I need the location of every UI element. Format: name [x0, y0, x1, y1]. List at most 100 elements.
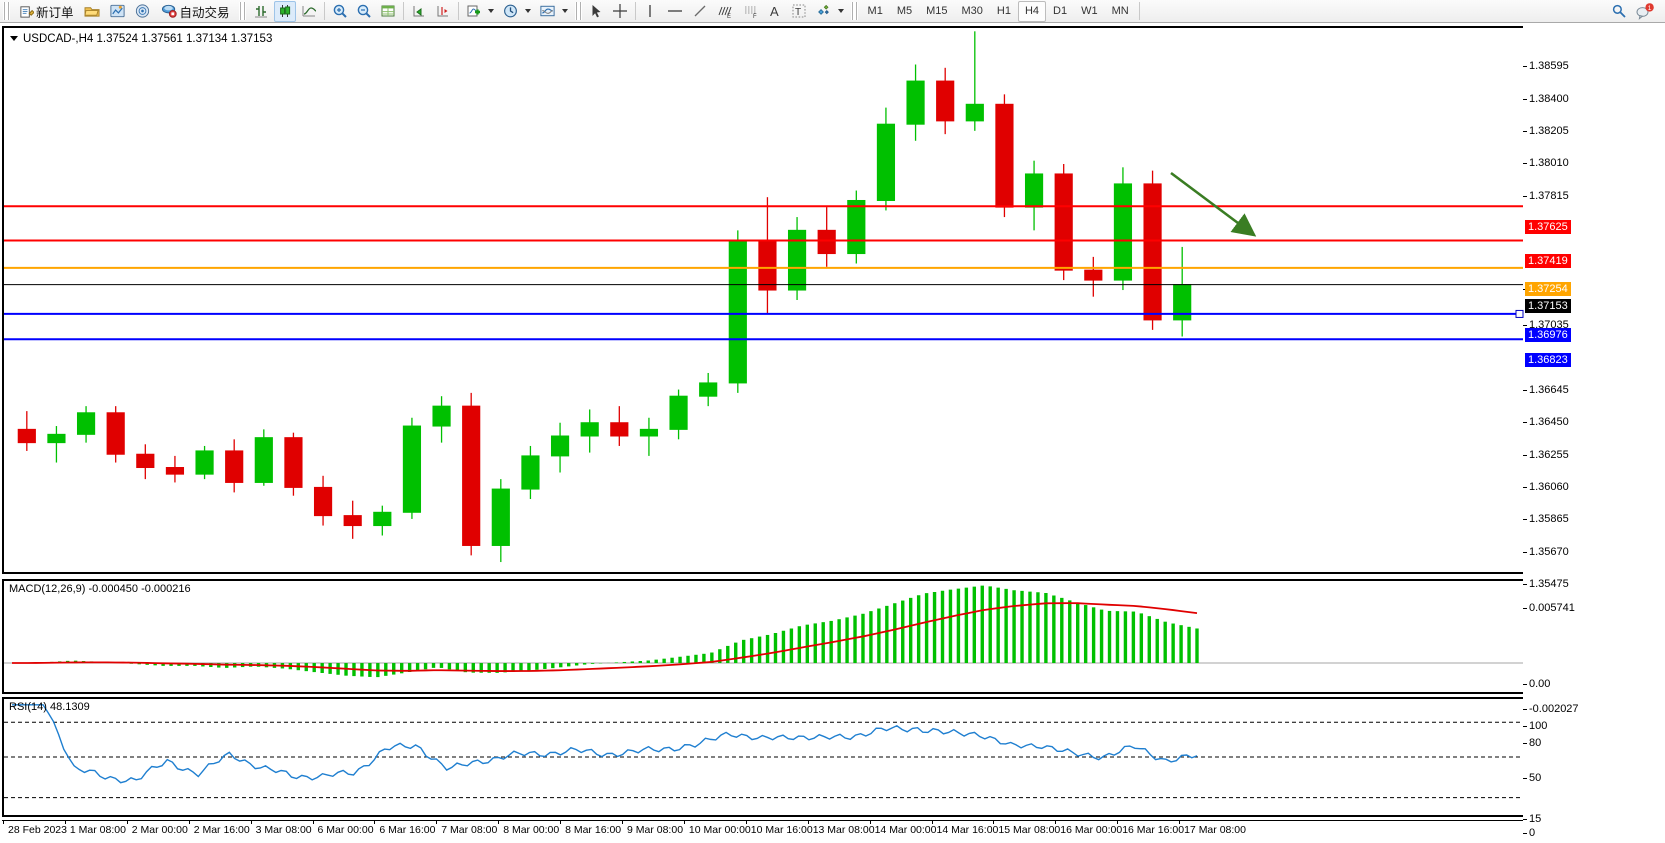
timeframe-m15[interactable]: M15: [926, 4, 948, 17]
svg-text:A: A: [770, 4, 779, 19]
crosshair-icon: [612, 4, 627, 18]
fibonacci-button[interactable]: F: [739, 1, 763, 22]
time-tick: 3 Mar 08:00: [250, 820, 312, 836]
price-tick: 1.35670: [1523, 545, 1569, 558]
svg-text:E: E: [727, 14, 731, 19]
notification-button[interactable]: 1: [1632, 1, 1658, 22]
macd-pane[interactable]: MACD(12,26,9) -0.000450 -0.000216: [2, 579, 1523, 694]
auto-scroll-button[interactable]: [408, 1, 430, 22]
market-watch-button[interactable]: [106, 1, 129, 22]
autotrading-button[interactable]: 自动交易: [156, 1, 235, 22]
price-pane[interactable]: USDCAD-,H4 1.37524 1.37561 1.37134 1.371…: [2, 26, 1524, 574]
bar-chart-button[interactable]: [250, 1, 272, 22]
price-tick: 1.38205: [1523, 125, 1569, 138]
candlestick-chart-button[interactable]: [273, 0, 296, 22]
candlestick-chart-icon: [279, 5, 290, 17]
navigator-button[interactable]: [131, 1, 154, 22]
timeframe-m1[interactable]: M1: [867, 4, 883, 17]
templates-button[interactable]: [536, 1, 559, 22]
price-axis[interactable]: 1.38595 1.38400 1.38205 1.38010 1.37815 1.372…: [1523, 49, 1665, 597]
crosshair-button[interactable]: [609, 1, 631, 22]
time-tick: 8 Mar 00:00: [498, 820, 560, 836]
cursor-icon: [592, 5, 601, 18]
text-label-button[interactable]: T: [788, 1, 810, 22]
trend-line-button[interactable]: [689, 1, 711, 22]
search-button[interactable]: [1608, 1, 1630, 22]
time-tick: 6 Mar 00:00: [312, 820, 374, 836]
time-tick: 16 Mar 16:00: [1117, 820, 1185, 836]
fibonacci-icon: F: [744, 6, 757, 19]
time-tick: 6 Mar 16:00: [374, 820, 436, 836]
period-dropdown-icon[interactable]: [524, 9, 531, 13]
toolbar-grip[interactable]: [3, 2, 10, 20]
rsi-axis[interactable]: 100 80 50 15 0: [1522, 720, 1665, 840]
timeframe-d1[interactable]: D1: [1053, 4, 1068, 17]
toolbar-separator-2: [402, 2, 404, 20]
shapes-dropdown-icon[interactable]: [837, 9, 844, 13]
macd-tick: 0.00: [1522, 678, 1551, 691]
templates-dropdown-icon[interactable]: [561, 9, 568, 13]
price-level-label-pivot[interactable]: 1.37254: [1525, 281, 1571, 296]
profiles-button[interactable]: [81, 1, 104, 22]
zoom-out-icon: [357, 4, 371, 18]
price-level-label-support-selected[interactable]: 1.36976: [1525, 327, 1571, 342]
horizontal-line-button[interactable]: [663, 1, 687, 22]
add-indicator-button[interactable]: [463, 1, 485, 22]
add-indicator-dropdown-icon[interactable]: [487, 9, 494, 13]
price-tick: 1.36645: [1523, 383, 1569, 396]
timeframe-mn[interactable]: MN: [1111, 4, 1129, 17]
macd-label: MACD(12,26,9) -0.000450 -0.000216: [9, 583, 191, 595]
elliott-wave-button[interactable]: E: [713, 1, 737, 22]
market-watch-icon: [109, 4, 125, 18]
macd-plot: [4, 585, 1523, 678]
toolbar-grip-4[interactable]: [850, 2, 858, 20]
chart-menu-caret-icon[interactable]: [10, 36, 18, 41]
text-button[interactable]: A: [765, 1, 786, 22]
toolbar-separator-3: [457, 2, 459, 20]
chart-shift-button[interactable]: [432, 1, 454, 22]
time-tick: 13 Mar 08:00: [807, 820, 875, 836]
rsi-tick: 50: [1522, 772, 1542, 784]
line-chart-button[interactable]: [298, 1, 320, 22]
price-level-label-resistance[interactable]: 1.37625: [1525, 220, 1571, 235]
period-button[interactable]: [499, 1, 522, 22]
timeframe-w1[interactable]: W1: [1081, 4, 1098, 17]
data-window-button[interactable]: [377, 1, 399, 22]
line-chart-icon: [302, 6, 316, 17]
chart-area[interactable]: USDCAD-,H4 1.37524 1.37561 1.37134 1.371…: [0, 23, 1665, 842]
vertical-line-button[interactable]: [640, 1, 661, 22]
rsi-tick: 15: [1522, 812, 1542, 825]
zoom-out-button[interactable]: [353, 1, 375, 22]
svg-text:T: T: [795, 7, 801, 18]
zoom-in-button[interactable]: [329, 1, 351, 22]
toolbar-grip-2[interactable]: [238, 2, 246, 20]
macd-axis[interactable]: 0.005741 0.00 -0.002027: [1522, 602, 1665, 717]
timeframe-h4[interactable]: H4: [1017, 0, 1047, 22]
price-level-label-support[interactable]: 1.36823: [1525, 353, 1571, 368]
bar-chart-icon: [254, 6, 267, 18]
price-tick: 1.36060: [1523, 480, 1569, 493]
text-label-icon: T: [792, 4, 806, 18]
rsi-pane[interactable]: RSI(14) 48.1309: [2, 697, 1523, 817]
price-level-label-last-price[interactable]: 1.37153: [1525, 298, 1571, 313]
toolbar-grip-3[interactable]: [574, 2, 582, 20]
shapes-button[interactable]: [812, 1, 835, 22]
time-tick: 10 Mar 16:00: [745, 820, 813, 836]
svg-text:F: F: [753, 14, 757, 19]
new-order-button[interactable]: 新订单: [14, 1, 79, 22]
new-order-label: 新订单: [36, 5, 74, 20]
timeframe-m5[interactable]: M5: [896, 4, 913, 17]
time-tick: 14 Mar 00:00: [869, 820, 937, 836]
vertical-line-icon: [649, 5, 651, 17]
templates-icon: [539, 5, 555, 17]
svg-text:1: 1: [1648, 5, 1652, 12]
autotrading-label: 自动交易: [179, 5, 230, 20]
time-axis[interactable]: 28 Feb 2023 1 Mar 08:00 2 Mar 00:00 2 Mar 1…: [2, 820, 1523, 843]
price-level-label-resistance[interactable]: 1.37419: [1525, 254, 1571, 269]
add-indicator-icon: [467, 5, 480, 17]
time-tick: 15 Mar 08:00: [993, 820, 1061, 836]
cursor-button[interactable]: [586, 1, 607, 22]
price-plot: [4, 31, 1524, 563]
timeframe-m30[interactable]: M30: [961, 4, 983, 17]
timeframe-h1[interactable]: H1: [996, 4, 1011, 17]
